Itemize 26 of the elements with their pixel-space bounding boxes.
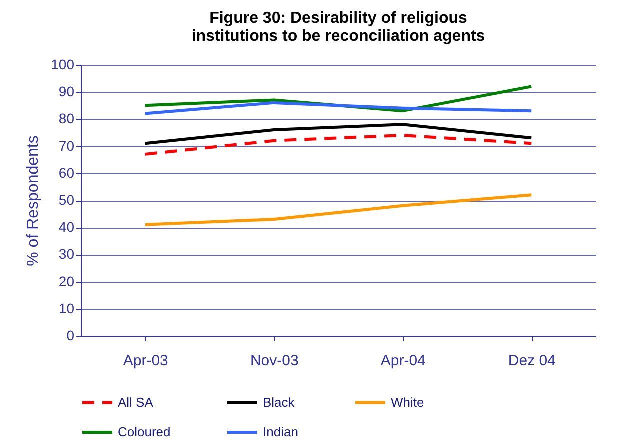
line-series — [144, 123, 534, 146]
legend-label: Indian — [263, 424, 298, 440]
y-tick-label: 90 — [58, 84, 75, 100]
y-tick-label: 20 — [58, 273, 75, 290]
y-tick-label: 30 — [58, 246, 75, 262]
y-tick-label: 60 — [58, 164, 75, 181]
line-series — [144, 101, 534, 116]
y-tick-label: 0 — [66, 328, 75, 344]
legend-label: Black — [263, 394, 296, 410]
y-tick-label: 40 — [58, 219, 75, 236]
y-axis-title: % of Respondents — [25, 136, 42, 266]
y-tick-label: 80 — [58, 110, 75, 127]
x-tick-label: Nov-03 — [250, 352, 299, 370]
chart-title: Figure 30: Desirability of religious institutions to be reconciliation agents — [192, 10, 486, 45]
legend-label: White — [391, 394, 424, 410]
x-tick-label: Apr-03 — [123, 352, 168, 370]
legend-label: Coloured — [118, 424, 171, 440]
y-tick-label: 70 — [58, 138, 75, 154]
y-tick-label: 50 — [58, 192, 75, 208]
y-tick-label: 100 — [51, 56, 75, 72]
line-series — [144, 194, 534, 226]
line-series — [144, 134, 534, 156]
x-tick-label: Dez 04 — [508, 352, 556, 370]
legend-label: All SA — [118, 394, 154, 410]
x-tick-label: Apr-04 — [380, 352, 426, 370]
y-tick-label: 10 — [58, 300, 75, 316]
